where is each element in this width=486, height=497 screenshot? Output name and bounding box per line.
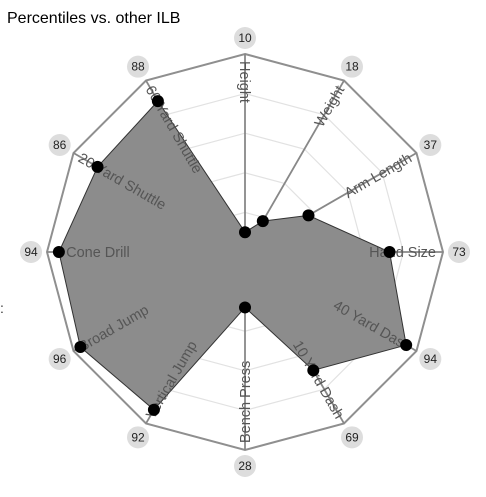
value-label-height: 10 <box>238 31 252 45</box>
value-badge-60-yard-shuttle: 88 <box>127 55 149 78</box>
data-point-40-yard-dash <box>400 339 413 352</box>
data-point-60-yard-shuttle <box>151 95 164 108</box>
value-label-3-cone-drill: 94 <box>24 245 38 259</box>
value-label-20-yard-shuttle: 86 <box>53 138 67 152</box>
value-label-weight: 18 <box>345 60 359 74</box>
data-point-layer <box>52 95 413 416</box>
value-badge-weight: 18 <box>341 55 363 78</box>
value-badge-circle <box>48 134 71 156</box>
value-label-arm-length: 37 <box>424 138 438 152</box>
axis-label-arm-length: Arm Length <box>342 150 415 201</box>
value-label-layer: 10 18 37 73 94 69 28 92 96 94 86 88 <box>20 27 470 477</box>
value-badge-broad-jump: 96 <box>48 348 71 370</box>
axis-label-hand-size: Hand Size <box>369 245 436 261</box>
data-point-vertical-jump <box>147 403 160 416</box>
axis-label-bench-press: Bench Press <box>238 361 254 443</box>
data-point-10-yard-dash <box>307 364 320 377</box>
data-point-hand-size <box>383 246 396 258</box>
axis-label-3-cone-drill: 3 Cone Drill <box>54 245 130 261</box>
value-badge-vertical-jump: 92 <box>127 426 149 449</box>
data-point-weight <box>256 215 269 228</box>
value-badge-circle <box>419 134 442 156</box>
value-badge-circle <box>234 455 256 477</box>
data-point-height <box>239 226 251 239</box>
value-badge-bench-press: 28 <box>234 455 256 477</box>
value-label-bench-press: 28 <box>238 459 252 473</box>
data-point-3-cone-drill <box>52 246 65 258</box>
value-badge-10-yard-dash: 69 <box>341 426 363 449</box>
value-badge-20-yard-shuttle: 86 <box>48 134 71 156</box>
axis-label-weight: Weight <box>312 83 348 130</box>
value-label-10-yard-dash: 69 <box>345 430 359 444</box>
data-point-broad-jump <box>74 341 87 354</box>
value-badge-circle <box>419 348 442 370</box>
axis-label-height: Height <box>236 61 252 103</box>
chart-title: Percentiles vs. other ILB <box>7 10 180 27</box>
value-badge-circle <box>48 348 71 370</box>
value-badge-arm-length: 37 <box>419 134 442 156</box>
value-label-40-yard-dash: 94 <box>424 352 438 366</box>
data-point-20-yard-shuttle <box>91 160 104 173</box>
value-badge-circle <box>341 426 363 449</box>
value-label-hand-size: 73 <box>452 245 466 259</box>
value-badge-height: 10 <box>234 27 256 49</box>
value-label-60-yard-shuttle: 88 <box>131 60 145 74</box>
value-badge-circle <box>448 241 470 263</box>
value-label-vertical-jump: 92 <box>131 430 145 444</box>
stray-colon-mark: : <box>0 300 4 316</box>
value-badge-circle <box>234 27 256 49</box>
value-badge-3-cone-drill: 94 <box>20 241 42 263</box>
value-label-broad-jump: 96 <box>53 352 67 366</box>
value-badge-circle <box>20 241 42 263</box>
value-badge-circle <box>127 426 149 449</box>
value-badge-hand-size: 73 <box>448 241 470 263</box>
value-badge-circle <box>341 55 363 78</box>
data-point-arm-length <box>302 209 315 222</box>
value-badge-circle <box>127 55 149 78</box>
value-badge-40-yard-dash: 94 <box>419 348 442 370</box>
data-point-bench-press <box>239 301 251 314</box>
